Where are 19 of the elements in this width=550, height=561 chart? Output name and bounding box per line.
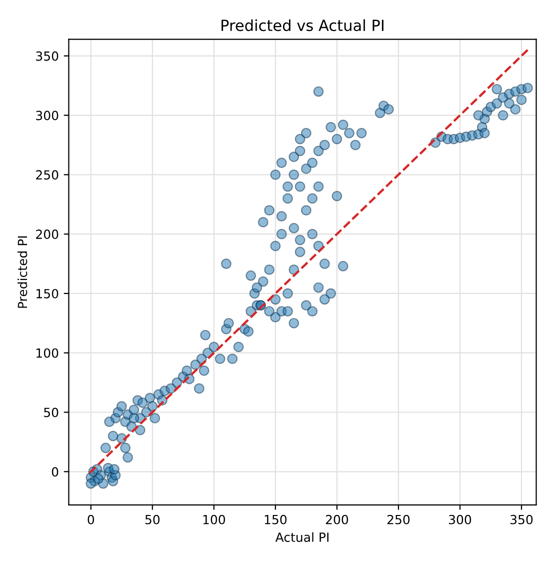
y-tick-label: 50 (44, 408, 58, 418)
x-tick-label: 0 (88, 514, 94, 524)
x-tick-label: 250 (387, 514, 410, 524)
y-tick-label: 100 (36, 348, 58, 358)
x-tick-label: 150 (264, 514, 287, 524)
x-tick-label: 100 (203, 514, 226, 524)
y-tick-label: 250 (36, 170, 58, 180)
x-tick-label: 50 (145, 514, 160, 524)
y-tick-label: 0 (52, 467, 58, 477)
x-tick-label: 200 (326, 514, 348, 524)
y-tick-label: 300 (36, 110, 58, 120)
x-tick-label: 300 (448, 514, 472, 524)
x-axis-title: Actual PI (275, 532, 328, 542)
x-tick-label: 350 (510, 514, 533, 524)
y-tick-label: 150 (36, 288, 58, 298)
chart-title: Predicted vs Actual PI (222, 19, 384, 32)
y-tick-label: 200 (36, 230, 58, 239)
y-tick-label: 350 (36, 51, 58, 61)
y-axis-title: Predicted PI (18, 236, 28, 308)
